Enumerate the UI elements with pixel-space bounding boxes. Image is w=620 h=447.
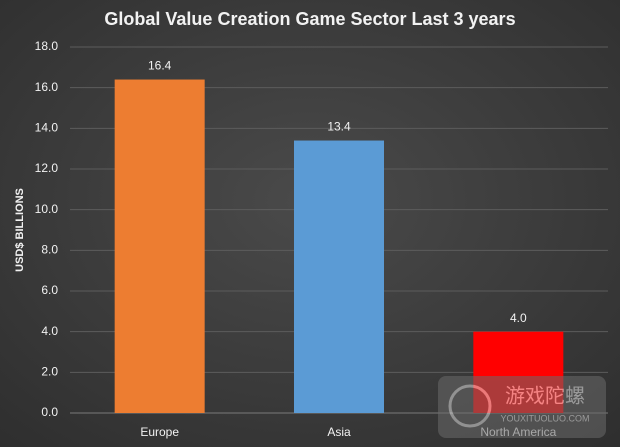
y-tick-label: 12.0 [35, 161, 59, 175]
watermark-logo [448, 384, 492, 428]
y-axis-label: USD$ BILLIONS [14, 188, 26, 272]
watermark: 游戏陀螺 YOUXITUOLUO.COM [438, 376, 606, 438]
y-tick-label: 4.0 [41, 324, 58, 338]
plot: 0.0 2.0 4.0 6.0 8.0 10.0 12.0 14.0 16.0 18.0 16.4 E… [35, 39, 608, 439]
y-tick-label: 0.0 [41, 405, 58, 419]
y-tick-label: 2.0 [41, 365, 58, 379]
y-tick-label: 14.0 [35, 121, 59, 135]
x-tick-label: Europe [140, 425, 179, 439]
value-label: 16.4 [148, 59, 172, 73]
y-tick-label: 16.0 [35, 80, 59, 94]
y-tick-label: 18.0 [35, 39, 59, 53]
value-label: 4.0 [510, 311, 527, 325]
y-tick-label: 6.0 [41, 283, 58, 297]
y-tick-label: 8.0 [41, 243, 58, 257]
chart-title: Global Value Creation Game Sector Last 3… [104, 9, 515, 29]
watermark-name: 游戏陀螺 [505, 384, 585, 407]
bar [114, 79, 205, 414]
value-label: 13.4 [327, 120, 351, 134]
bar [294, 140, 384, 414]
x-tick-label: Asia [327, 425, 351, 439]
y-tick-label: 10.0 [35, 202, 59, 216]
watermark-url: YOUXITUOLUO.COM [500, 413, 589, 423]
